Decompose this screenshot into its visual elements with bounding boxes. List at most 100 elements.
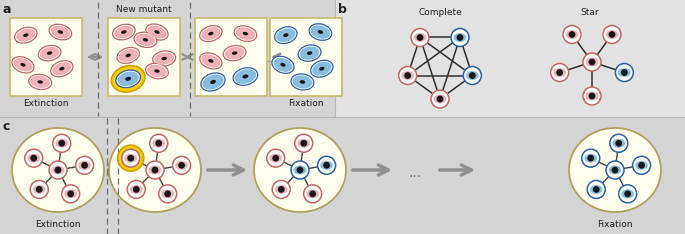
Circle shape (291, 161, 309, 179)
Text: c: c (3, 120, 10, 133)
Ellipse shape (234, 26, 257, 41)
Ellipse shape (319, 67, 325, 71)
Text: b: b (338, 3, 347, 16)
Ellipse shape (116, 70, 140, 88)
Ellipse shape (64, 189, 77, 198)
Ellipse shape (117, 72, 139, 86)
Ellipse shape (273, 58, 292, 72)
Circle shape (62, 185, 79, 203)
Circle shape (411, 29, 429, 47)
Ellipse shape (210, 80, 216, 84)
Text: Extinction: Extinction (35, 220, 81, 229)
Ellipse shape (23, 33, 29, 37)
Circle shape (583, 53, 601, 71)
Text: New mutant: New mutant (116, 5, 172, 14)
Circle shape (151, 167, 158, 173)
Ellipse shape (208, 32, 214, 35)
Ellipse shape (153, 51, 175, 66)
Ellipse shape (109, 128, 201, 212)
Ellipse shape (130, 185, 142, 194)
Ellipse shape (112, 66, 145, 92)
Circle shape (67, 190, 74, 197)
Circle shape (621, 69, 627, 76)
Circle shape (81, 162, 88, 169)
Text: Fixation: Fixation (288, 99, 324, 108)
Ellipse shape (134, 32, 157, 48)
Circle shape (619, 185, 636, 203)
Circle shape (404, 72, 411, 79)
Circle shape (273, 155, 279, 162)
Circle shape (309, 190, 316, 197)
Ellipse shape (566, 30, 578, 39)
Ellipse shape (309, 24, 332, 40)
Circle shape (588, 93, 595, 99)
Ellipse shape (136, 34, 155, 46)
Ellipse shape (125, 54, 131, 57)
Circle shape (457, 34, 464, 41)
Text: Fixation: Fixation (597, 220, 633, 229)
Circle shape (431, 90, 449, 108)
Ellipse shape (225, 47, 245, 59)
Circle shape (30, 155, 37, 162)
Bar (270, 18, 342, 96)
Circle shape (624, 190, 631, 197)
Ellipse shape (242, 74, 249, 79)
Circle shape (569, 31, 575, 38)
Text: Extinction: Extinction (23, 99, 68, 108)
Circle shape (563, 26, 581, 44)
Text: Star: Star (581, 8, 599, 17)
Circle shape (25, 149, 42, 167)
Text: Complete: Complete (418, 8, 462, 17)
Ellipse shape (51, 61, 73, 77)
Bar (10, 18, 82, 96)
Ellipse shape (51, 165, 64, 175)
Ellipse shape (38, 45, 61, 61)
Ellipse shape (223, 45, 246, 61)
Ellipse shape (280, 63, 286, 67)
Ellipse shape (318, 30, 323, 34)
Ellipse shape (51, 26, 70, 38)
Ellipse shape (147, 65, 167, 77)
Ellipse shape (117, 48, 139, 63)
Ellipse shape (40, 47, 60, 59)
Circle shape (582, 149, 600, 167)
Circle shape (303, 185, 322, 203)
Ellipse shape (21, 63, 25, 67)
Ellipse shape (121, 30, 127, 34)
Circle shape (551, 63, 569, 81)
Circle shape (173, 156, 190, 174)
Ellipse shape (299, 80, 305, 84)
Ellipse shape (635, 161, 648, 170)
Circle shape (587, 155, 594, 162)
Ellipse shape (275, 27, 297, 44)
Text: ...: ... (408, 166, 421, 180)
Circle shape (610, 134, 627, 152)
Circle shape (615, 140, 622, 147)
Bar (195, 18, 267, 96)
Circle shape (295, 134, 313, 152)
Circle shape (155, 140, 162, 147)
Ellipse shape (146, 24, 168, 40)
Circle shape (133, 186, 140, 193)
Ellipse shape (202, 74, 223, 90)
Circle shape (451, 29, 469, 47)
Circle shape (127, 180, 145, 198)
Circle shape (436, 95, 443, 102)
Ellipse shape (153, 139, 165, 148)
Ellipse shape (16, 29, 36, 42)
Ellipse shape (162, 189, 174, 198)
Ellipse shape (606, 30, 619, 39)
Circle shape (53, 134, 71, 152)
Circle shape (615, 63, 634, 81)
Ellipse shape (114, 26, 134, 38)
Ellipse shape (232, 51, 237, 55)
Circle shape (127, 155, 134, 162)
Ellipse shape (621, 189, 634, 198)
Ellipse shape (609, 165, 621, 175)
Circle shape (606, 161, 624, 179)
Ellipse shape (618, 68, 631, 77)
Circle shape (323, 162, 330, 169)
Ellipse shape (142, 38, 148, 41)
Circle shape (556, 69, 563, 76)
Ellipse shape (200, 53, 222, 69)
